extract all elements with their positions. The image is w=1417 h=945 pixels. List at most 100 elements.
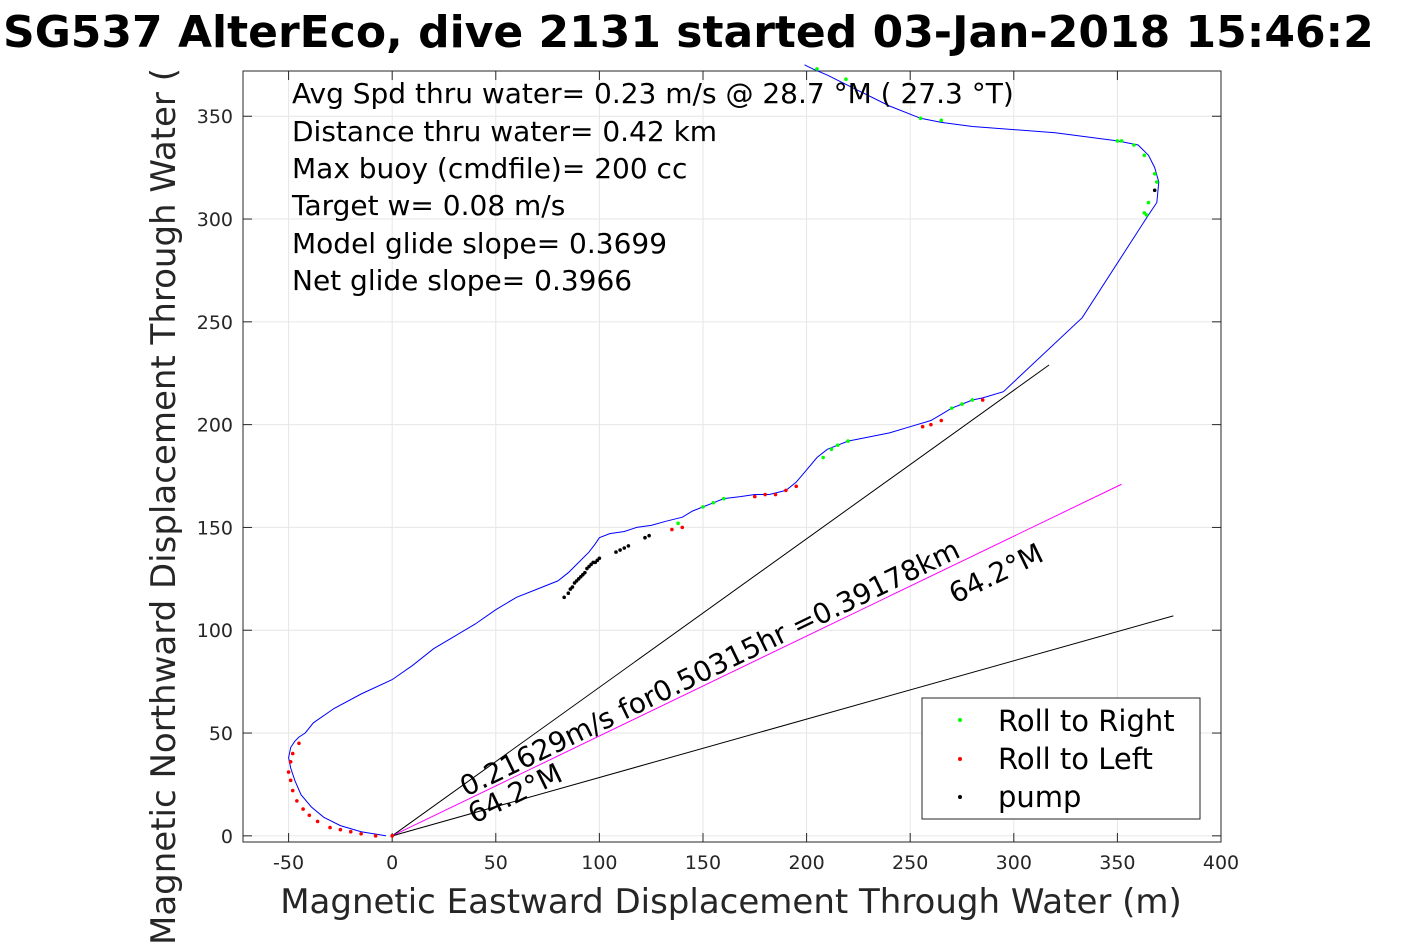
axis-ticks: -50 0 50 100 150 200 250 300 350 400 0 50 100 150 200 2…	[197, 71, 1239, 874]
roll-right-point	[701, 505, 705, 509]
x-tick-label: 350	[1099, 852, 1135, 874]
roll-left-point	[373, 834, 378, 838]
roll-left-point	[338, 827, 343, 832]
roll-right-point	[970, 398, 975, 402]
roll-left-point	[929, 422, 933, 427]
roll-right-point	[815, 67, 819, 71]
roll-left-point	[980, 398, 985, 402]
heading-label-end: 64.2°M	[944, 537, 1049, 611]
x-tick-label: 100	[581, 852, 617, 874]
roll-right-point	[939, 118, 944, 123]
pump-point	[570, 585, 575, 589]
stats-line-speed: Avg Spd thru water= 0.23 m/s @ 28.7 °M (…	[292, 77, 1014, 110]
roll-right-point	[1152, 172, 1157, 176]
pump-point	[566, 591, 571, 596]
pump-point	[643, 535, 647, 540]
roll-right-point	[821, 455, 825, 460]
current-annotation: 0.21629m/s for0.50315hr =0.39178km	[455, 533, 965, 803]
pump-point	[618, 548, 622, 552]
roll-left-point	[752, 494, 757, 499]
legend-marker-roll-right	[958, 718, 962, 722]
x-tick-label: 400	[1203, 852, 1239, 874]
roll-left-point	[794, 484, 799, 489]
pump-point	[1152, 188, 1157, 193]
pump-point	[647, 533, 651, 538]
roll-left-point	[286, 770, 291, 774]
roll-left-point	[939, 418, 944, 423]
roll-left-point	[295, 799, 299, 803]
y-tick-label: 0	[221, 826, 233, 848]
stats-line-model-glide: Model glide slope= 0.3699	[292, 227, 667, 260]
roll-left-point	[680, 525, 685, 530]
x-tick-label: 50	[484, 852, 508, 874]
stats-line-target-w: Target w= 0.08 m/s	[291, 189, 565, 222]
y-tick-label: 350	[197, 106, 233, 128]
y-tick-label: 250	[197, 312, 233, 334]
roll-left-point	[288, 760, 293, 764]
legend: Roll to Right Roll to Left pump	[921, 697, 1201, 820]
roll-left-point	[301, 807, 305, 811]
grid	[243, 71, 1222, 842]
roll-right-point	[960, 402, 964, 406]
roll-right-point	[835, 443, 840, 447]
roll-right-point	[1154, 180, 1159, 184]
roll-left-point	[773, 492, 778, 497]
pump-point	[614, 550, 618, 554]
roll-left-point	[670, 527, 674, 532]
chart-title: SG537 AlterEco, dive 2131 started 03-Jan…	[3, 7, 1374, 58]
roll-right-point	[676, 521, 680, 526]
pump-point	[622, 546, 627, 550]
legend-label-pump: pump	[998, 780, 1081, 814]
roll-left-point	[288, 778, 293, 783]
model-line	[391, 364, 1050, 837]
roll-right-point	[1146, 200, 1151, 205]
legend-box	[921, 697, 1201, 820]
roll-left-point	[763, 492, 767, 497]
roll-left-point	[315, 819, 320, 824]
y-axis-label: Magnetic Northward Displacement Through …	[144, 68, 184, 945]
roll-right-point	[1115, 139, 1120, 143]
y-tick-label: 50	[209, 723, 233, 745]
x-tick-label: -50	[273, 852, 304, 874]
roll-right-point	[1142, 153, 1147, 158]
y-tick-label: 100	[197, 620, 233, 642]
roll-left-point	[297, 741, 301, 746]
model-line	[391, 483, 1122, 837]
roll-left-point	[307, 813, 312, 818]
roll-left-point	[390, 834, 394, 838]
stats-line-net-glide: Net glide slope= 0.3966	[292, 264, 632, 297]
roll-right-point	[846, 439, 850, 443]
pump-point	[562, 595, 566, 600]
y-tick-label: 150	[197, 517, 233, 539]
roll-left-point	[290, 788, 295, 793]
roll-right-point	[721, 496, 726, 501]
stats-block: Avg Spd thru water= 0.23 m/s @ 28.7 °M (…	[291, 77, 1014, 297]
roll-right-point	[1142, 211, 1147, 215]
x-tick-label: 150	[685, 852, 721, 874]
roll-left-point	[359, 831, 363, 836]
x-tick-label: 0	[386, 852, 398, 874]
legend-label-roll-left: Roll to Left	[998, 742, 1153, 776]
roll-left-point	[328, 825, 332, 830]
x-tick-label: 200	[788, 852, 824, 874]
roll-right-point	[829, 447, 834, 452]
x-tick-label: 300	[996, 852, 1032, 874]
legend-label-roll-right: Roll to Right	[998, 704, 1175, 738]
pump-point	[583, 570, 587, 575]
roll-left-point	[348, 829, 353, 834]
roll-left-point	[920, 424, 925, 429]
y-tick-label: 300	[197, 209, 233, 231]
roll-right-point	[844, 77, 848, 82]
roll-right-point	[711, 500, 716, 505]
legend-marker-pump	[958, 795, 962, 799]
model-lines	[391, 364, 1174, 837]
roll-right-point	[1132, 143, 1136, 147]
roll-right-point	[949, 406, 954, 410]
x-axis-label: Magnetic Eastward Displacement Through W…	[280, 882, 1182, 922]
stats-line-distance: Distance thru water= 0.42 km	[292, 115, 717, 148]
plot-area-frame	[242, 70, 1222, 843]
pump-point	[597, 556, 602, 561]
roll-left-point	[290, 751, 295, 756]
roll-right-point	[918, 116, 923, 121]
x-tick-label: 250	[892, 852, 928, 874]
